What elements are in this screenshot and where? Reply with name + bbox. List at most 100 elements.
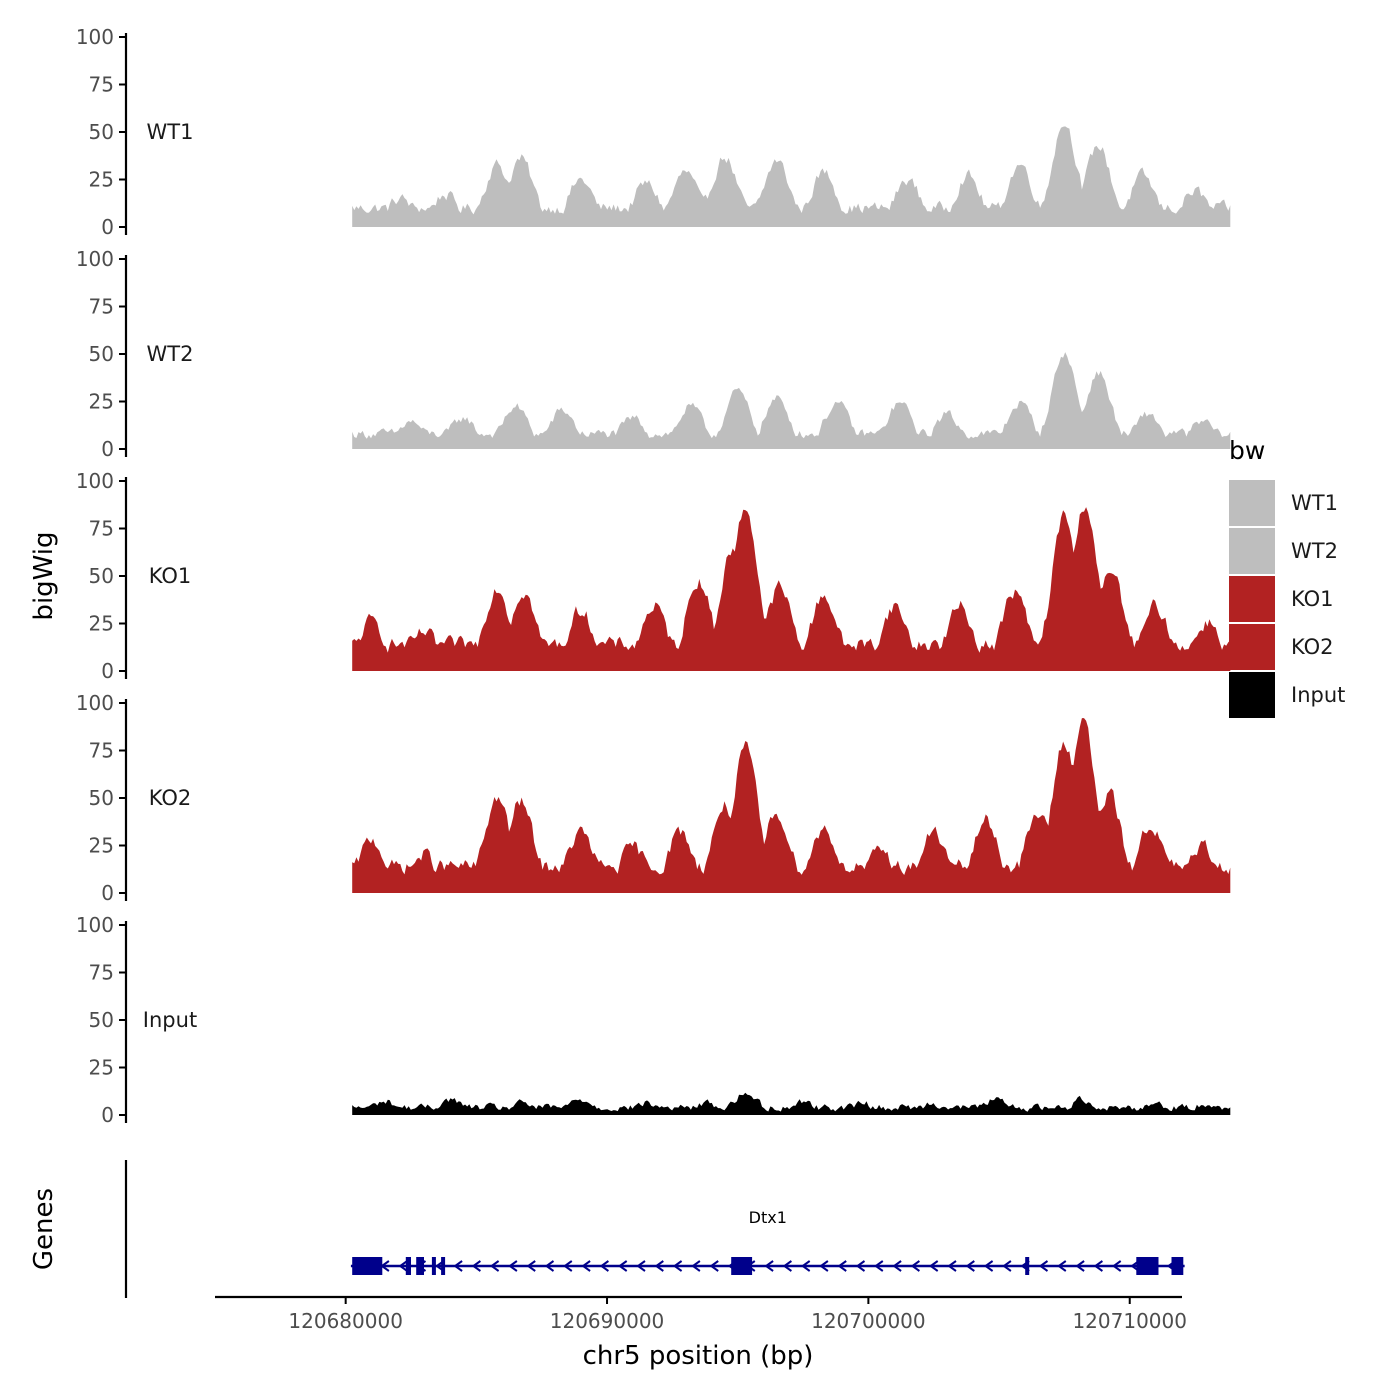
legend-label: WT1 <box>1291 491 1338 515</box>
exon <box>352 1257 383 1275</box>
strand-arrow <box>617 1260 628 1272</box>
y-tick-label: 50 <box>89 1008 114 1032</box>
strand-arrow <box>782 1260 792 1272</box>
strand-arrow <box>874 1260 884 1272</box>
strand-arrow <box>910 1260 920 1272</box>
strand-arrow <box>819 1260 829 1272</box>
track-label: WT2 <box>147 342 194 366</box>
y-tick-label: 25 <box>89 168 114 192</box>
exon <box>731 1257 753 1275</box>
legend-swatch <box>1229 480 1275 526</box>
strand-arrow <box>526 1260 536 1272</box>
exon <box>1136 1257 1159 1275</box>
track-label: KO2 <box>149 786 192 810</box>
exon <box>1171 1257 1184 1275</box>
y-tick-label: 0 <box>101 215 114 239</box>
strand-arrow <box>636 1260 646 1272</box>
strand-arrow <box>471 1260 481 1272</box>
strand-arrow <box>1057 1260 1067 1272</box>
track-label: Input <box>143 1008 197 1032</box>
y-tick-label: 0 <box>101 437 114 461</box>
strand-arrow <box>599 1260 609 1272</box>
x-axis-title: chr5 position (bp) <box>583 1341 814 1371</box>
exon <box>1025 1257 1030 1275</box>
strand-arrow <box>947 1260 957 1272</box>
strand-arrow <box>654 1260 664 1272</box>
y-tick-label: 100 <box>76 913 114 937</box>
exon <box>431 1257 436 1275</box>
gene-label: Dtx1 <box>749 1208 787 1227</box>
legend: bw WT1 WT2 KO1 KO2 Input <box>1229 436 1345 718</box>
strand-arrow <box>764 1260 774 1272</box>
x-tick-label: 120680000 <box>288 1309 403 1333</box>
genes-axis-title: Genes <box>29 1188 59 1270</box>
y-tick-label: 100 <box>76 247 114 271</box>
strand-arrow <box>1038 1260 1049 1272</box>
strand-arrow <box>672 1260 683 1272</box>
track-input: 0 25 50 75 100 Input <box>76 913 1231 1127</box>
y-axis-title: bigWig <box>29 531 59 620</box>
coverage-area <box>352 1092 1231 1115</box>
legend-swatch <box>1229 624 1275 670</box>
y-tick-label: 25 <box>89 1056 114 1080</box>
y-tick-label: 25 <box>89 612 114 636</box>
coverage-area <box>352 352 1231 449</box>
y-tick-label: 75 <box>89 961 114 985</box>
strand-arrow <box>800 1260 811 1272</box>
coverage-area <box>352 507 1231 671</box>
strand-arrow <box>928 1260 939 1272</box>
y-tick-label: 50 <box>89 564 114 588</box>
x-axis: 120680000 120690000 120700000 120710000 <box>215 1295 1187 1333</box>
legend-label: Input <box>1291 683 1345 707</box>
strand-arrow <box>837 1260 847 1272</box>
y-tick-label: 25 <box>89 834 114 858</box>
coverage-tracks: 0255075100WT10255075100WT20255075100KO10… <box>76 25 1231 1127</box>
strand-arrow <box>709 1260 719 1272</box>
legend-swatch <box>1229 576 1275 622</box>
y-tick-label: 0 <box>101 1103 114 1127</box>
strand-arrow <box>1093 1260 1103 1272</box>
y-tick-label: 0 <box>101 659 114 683</box>
strand-arrow <box>892 1260 902 1272</box>
y-tick-label: 75 <box>89 73 114 97</box>
coverage-area <box>352 718 1231 893</box>
track-ko2: 0 25 50 75 100 KO2 <box>76 691 1231 905</box>
y-tick-label: 75 <box>89 295 114 319</box>
strand-arrow <box>855 1260 866 1272</box>
legend-title: bw <box>1229 436 1265 465</box>
strand-arrow <box>581 1260 591 1272</box>
gene-track: Dtx1 <box>124 1160 1185 1298</box>
coverage-area <box>352 126 1231 227</box>
exon <box>416 1257 424 1275</box>
legend-swatch <box>1229 672 1275 718</box>
strand-arrow <box>983 1260 994 1272</box>
exon <box>441 1257 446 1275</box>
y-tick-label: 100 <box>76 25 114 49</box>
strand-arrow <box>398 1260 408 1272</box>
strand-arrow <box>489 1260 500 1272</box>
y-tick-label: 100 <box>76 469 114 493</box>
y-tick-label: 0 <box>101 881 114 905</box>
legend-label: KO1 <box>1291 587 1334 611</box>
x-tick-label: 120700000 <box>811 1309 926 1333</box>
strand-arrow <box>508 1260 518 1272</box>
strand-arrow <box>563 1260 573 1272</box>
y-tick-label: 50 <box>89 342 114 366</box>
strand-arrow <box>1111 1260 1122 1272</box>
x-tick-label: 120690000 <box>550 1309 665 1333</box>
exon <box>405 1257 411 1275</box>
legend-swatch <box>1229 528 1275 574</box>
track-wt2: 0 25 50 75 100 WT2 <box>76 247 1231 461</box>
strand-arrow <box>1002 1260 1012 1272</box>
strand-arrow <box>453 1260 463 1272</box>
track-ko1: 0 25 50 75 100 KO1 <box>76 469 1231 683</box>
x-tick-label: 120710000 <box>1072 1309 1187 1333</box>
legend-label: KO2 <box>1291 635 1334 659</box>
y-tick-label: 50 <box>89 786 114 810</box>
y-tick-label: 100 <box>76 691 114 715</box>
track-label: KO1 <box>149 564 192 588</box>
strand-arrow <box>544 1260 555 1272</box>
y-tick-label: 25 <box>89 390 114 414</box>
strand-arrow <box>691 1260 701 1272</box>
strand-arrow <box>1075 1260 1085 1272</box>
